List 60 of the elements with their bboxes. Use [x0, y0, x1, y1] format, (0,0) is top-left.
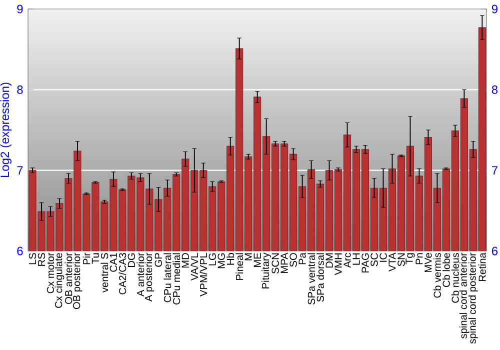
x-tick-label: SPa ventral [308, 253, 316, 305]
x-tick-label: ventral S [100, 253, 108, 293]
x-tick-label: RS [38, 253, 46, 266]
y2-tick-label: 8 [492, 85, 498, 94]
x-tick-label: Cx cingulate [54, 253, 64, 308]
y-tick-label: 8 [17, 85, 23, 94]
x-tick-label: MD [182, 253, 189, 268]
x-tick-label: MG [218, 253, 225, 268]
x-tick-label: Pituitary [262, 252, 272, 288]
x-tick-label: spinal cord anterior [459, 252, 469, 339]
y-tick-label: 7 [17, 166, 23, 174]
x-tick-label: OB posterior [72, 252, 82, 309]
x-tick-label: LH [352, 253, 360, 265]
x-tick-label: OB anterior [64, 252, 72, 304]
x-tick-label: CPu lateral [164, 253, 172, 302]
x-tick-label: SO [290, 253, 297, 267]
x-tick-label: Tu [92, 253, 99, 264]
x-tick-label: Tg [406, 253, 415, 264]
x-tick-label: SN [398, 253, 405, 266]
x-tick-label: VA/VL [190, 252, 198, 281]
x-tick-label: Cb lobe [442, 253, 450, 288]
y2-tick-label: 7 [492, 166, 498, 174]
x-tick-label: CA1 [110, 253, 118, 272]
x-tick-label: CPu medial [172, 253, 180, 304]
x-tick-label: LG [208, 253, 216, 266]
x-tick-label: Cb nucleus [451, 252, 459, 303]
y2-tick-label: 6 [492, 246, 498, 256]
x-tick-label: Hb [226, 253, 234, 265]
x-tick-label: SC [370, 252, 378, 266]
x-tick-label: Pineal [236, 253, 244, 280]
y-tick-label: 6 [17, 246, 23, 256]
x-tick-label: Arc [344, 252, 351, 268]
x-tick-label: SPa dorsal [316, 253, 324, 302]
x-tick-label: Pa [298, 252, 306, 264]
x-tick-label: ME [254, 253, 261, 267]
x-tick-label: DM [326, 253, 333, 268]
x-tick-label: A posterior [144, 252, 154, 302]
x-tick-label: Pn [416, 253, 423, 264]
x-tick-label: CA2/CA3 [118, 253, 126, 294]
x-tick-label: spinal cord posterior [468, 252, 478, 344]
x-tick-label: A anterior [136, 252, 144, 297]
x-tick-label: MPA [280, 252, 288, 273]
x-tick-label: LS [28, 253, 36, 264]
x-tick-label: GP [154, 253, 162, 267]
y-axis-title: Log2 (expression) [0, 82, 12, 178]
x-tick-label: MVe [424, 253, 432, 272]
x-tick-label: Pir [82, 252, 90, 264]
x-tick-label: Cb vermis [433, 252, 441, 298]
x-tick-label: VTA [388, 252, 396, 272]
x-tick-label: Cx motor [46, 252, 54, 294]
x-tick-label: IC [380, 252, 387, 262]
x-tick-label: VMH [334, 253, 342, 276]
x-tick-label: M [244, 253, 252, 260]
x-tick-label: VPM/VPL [200, 252, 208, 296]
x-tick-label: SCN [272, 253, 279, 274]
x-tick-label: Retina [478, 252, 486, 282]
y-tick-label: 9 [17, 4, 23, 14]
x-tick-label: DG [128, 253, 136, 267]
y2-tick-label: 9 [492, 4, 498, 14]
x-tick-label: PAG [362, 253, 369, 272]
